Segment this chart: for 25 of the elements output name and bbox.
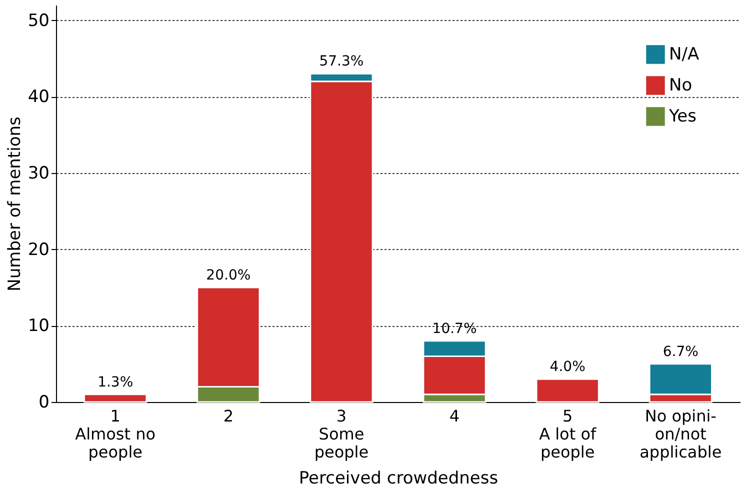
x-tick-label: No opini- on/not applicable	[640, 406, 722, 462]
legend-label: N/A	[669, 44, 700, 64]
y-tick-label: 10	[28, 316, 50, 336]
x-tick-label: 4	[449, 406, 460, 426]
legend-label: Yes	[668, 106, 697, 126]
y-tick-label: 0	[38, 392, 50, 412]
annotation: 6.7%	[662, 344, 698, 360]
x-tick-label: 1 Almost no people	[75, 406, 156, 462]
x-tick-label: 3 Some people	[314, 406, 369, 462]
x-axis-title: Perceived crowdedness	[298, 468, 498, 488]
x-tick-label: 5 A lot of people	[539, 406, 596, 462]
y-axis-title: Number of mentions	[4, 116, 25, 292]
bar	[536, 378, 600, 403]
y-tick-label: 20	[28, 240, 50, 260]
bar	[84, 394, 148, 403]
legend-label: No	[669, 76, 692, 96]
y-tick-label: 40	[28, 87, 50, 108]
x-tick-label: 2	[223, 406, 234, 426]
annotation: 1.3%	[98, 374, 134, 390]
annotation: 10.7%	[432, 320, 477, 337]
annotation: 4.0%	[550, 359, 586, 376]
annotation: 20.0%	[206, 267, 251, 284]
y-tick-label: 50	[28, 10, 50, 31]
y-tick-label: 30	[28, 163, 50, 184]
annotation: 57.3%	[319, 54, 364, 70]
